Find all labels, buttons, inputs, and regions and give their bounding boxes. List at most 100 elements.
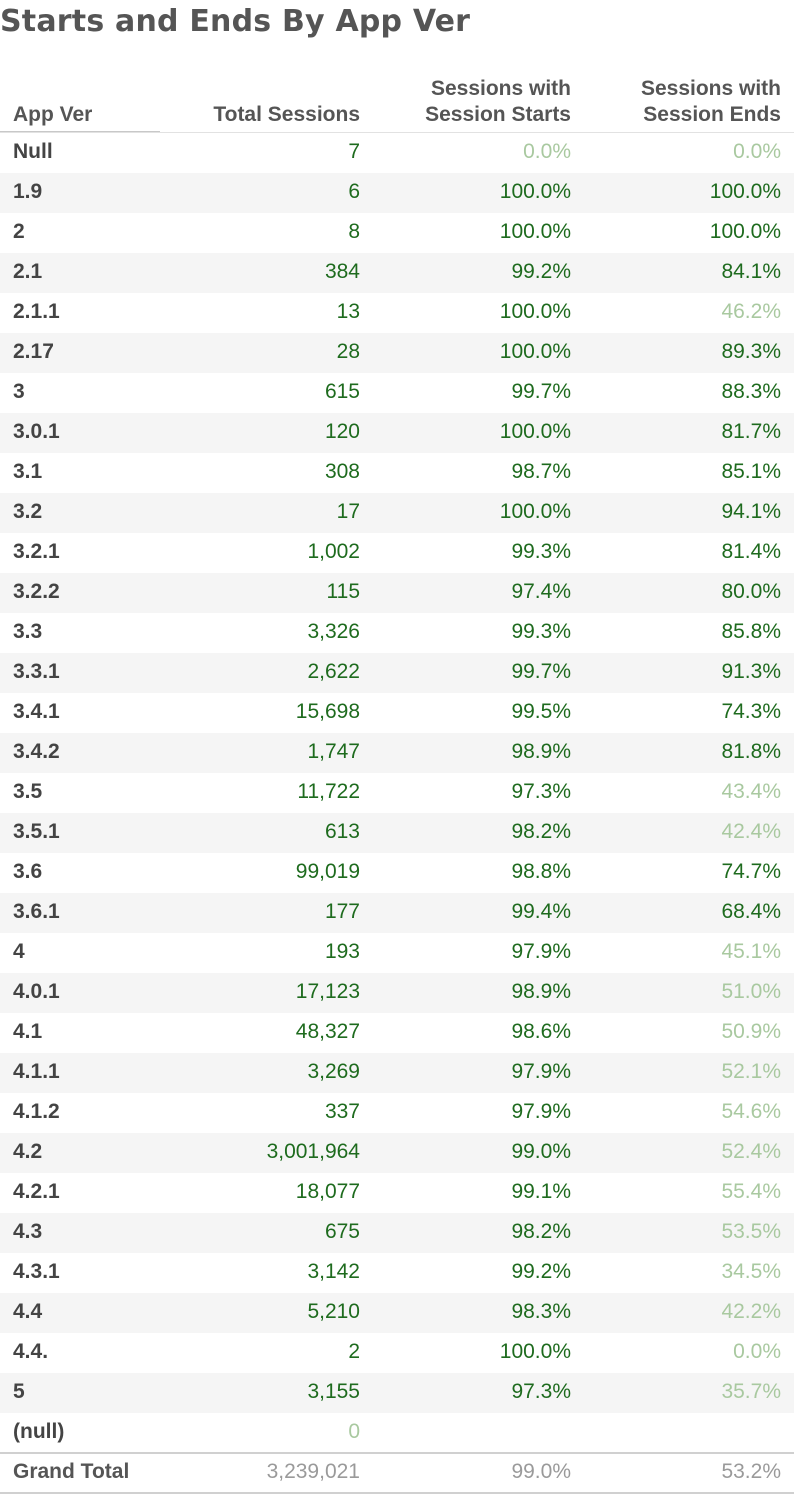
row-total-sessions: 6	[348, 180, 360, 203]
row-session-ends: 0.0%	[733, 1340, 781, 1363]
row-app-ver: 4.1.2	[13, 1100, 60, 1123]
row-total-sessions: 13	[336, 300, 360, 323]
grand-total-starts: 99.0%	[511, 1460, 571, 1483]
column-header-session-ends[interactable]: Sessions with Session Ends	[640, 77, 781, 126]
row-app-ver: 3.2.1	[13, 540, 60, 563]
table-row: 4.2.1 18,077 99.1% 55.4%	[0, 1173, 794, 1213]
row-app-ver: 3.3	[13, 620, 43, 643]
row-app-ver: 2.1.1	[13, 300, 60, 323]
row-session-starts: 99.2%	[511, 260, 571, 283]
row-total-sessions: 18,077	[295, 1180, 360, 1203]
row-total-sessions: 193	[324, 940, 360, 963]
table-row: Null 7 0.0% 0.0%	[0, 133, 794, 173]
table-row: 3.2 17 100.0% 94.1%	[0, 493, 794, 533]
row-session-ends: 81.4%	[721, 540, 781, 563]
row-session-starts: 98.3%	[511, 1300, 571, 1323]
row-app-ver: 1.9	[13, 180, 43, 203]
row-app-ver: 4	[13, 940, 25, 963]
row-session-starts: 99.5%	[511, 700, 571, 723]
grand-total-ends: 53.2%	[721, 1460, 781, 1483]
row-app-ver: 3.0.1	[13, 420, 60, 443]
row-app-ver: 4.3.1	[13, 1260, 60, 1283]
row-total-sessions: 8	[348, 220, 360, 243]
row-session-ends: 45.1%	[721, 940, 781, 963]
column-header-app-ver[interactable]: App Ver	[13, 103, 93, 126]
row-app-ver: 3.4.2	[13, 740, 60, 763]
row-session-starts: 0.0%	[523, 140, 571, 163]
row-session-starts: 97.9%	[511, 1100, 571, 1123]
row-total-sessions: 3,326	[307, 620, 360, 643]
row-session-starts: 100.0%	[499, 340, 571, 363]
row-session-ends: 74.3%	[721, 700, 781, 723]
row-session-starts: 99.4%	[511, 900, 571, 923]
table-body: Null 7 0.0% 0.0% 1.9 6 100.0% 100.0% 2 8 100.0% 100…	[0, 133, 794, 1453]
row-session-ends: 85.1%	[721, 460, 781, 483]
row-app-ver: 3.3.1	[13, 660, 60, 683]
table-row: 4.2 3,001,964 99.0% 52.4%	[0, 1133, 794, 1173]
table-row: 4 193 97.9% 45.1%	[0, 933, 794, 973]
row-total-sessions: 115	[326, 580, 360, 603]
row-total-sessions: 615	[324, 380, 360, 403]
row-session-ends: 55.4%	[721, 1180, 781, 1203]
row-session-starts: 99.2%	[511, 1260, 571, 1283]
row-session-starts: 97.3%	[511, 780, 571, 803]
row-session-ends: 91.3%	[721, 660, 781, 683]
row-session-ends: 100.0%	[709, 220, 781, 243]
row-session-ends: 54.6%	[721, 1100, 781, 1123]
row-total-sessions: 613	[324, 820, 360, 843]
row-app-ver: 4.0.1	[13, 980, 60, 1003]
row-session-starts: 98.9%	[511, 980, 571, 1003]
row-session-ends: 52.1%	[721, 1060, 781, 1083]
row-app-ver: 4.1	[13, 1020, 43, 1043]
table-row: 4.0.1 17,123 98.9% 51.0%	[0, 973, 794, 1013]
row-session-starts: 100.0%	[499, 500, 571, 523]
row-app-ver: 5	[13, 1380, 25, 1403]
row-session-starts: 99.7%	[511, 380, 571, 403]
table-row: 3.6.1 177 99.4% 68.4%	[0, 893, 794, 933]
row-total-sessions: 99,019	[295, 860, 360, 883]
row-total-sessions: 15,698	[295, 700, 360, 723]
row-session-ends: 81.8%	[721, 740, 781, 763]
table-row: (null) 0	[0, 1413, 794, 1453]
row-session-starts: 98.6%	[511, 1020, 571, 1043]
row-session-starts: 100.0%	[499, 220, 571, 243]
table-row: 5 3,155 97.3% 35.7%	[0, 1373, 794, 1413]
row-total-sessions: 308	[324, 460, 360, 483]
row-total-sessions: 17	[336, 500, 360, 523]
row-session-starts: 100.0%	[499, 1340, 571, 1363]
row-session-starts: 98.7%	[511, 460, 571, 483]
row-app-ver: 3.2.2	[13, 580, 60, 603]
row-app-ver: Null	[13, 140, 53, 163]
row-total-sessions: 48,327	[295, 1020, 360, 1043]
table-row: 4.3.1 3,142 99.2% 34.5%	[0, 1253, 794, 1293]
row-session-starts: 100.0%	[499, 420, 571, 443]
row-total-sessions: 3,142	[307, 1260, 360, 1283]
table-row: 3.0.1 120 100.0% 81.7%	[0, 413, 794, 453]
row-session-starts: 98.2%	[511, 820, 571, 843]
row-session-ends: 74.7%	[721, 860, 781, 883]
row-session-ends: 52.4%	[721, 1140, 781, 1163]
row-app-ver: 3.4.1	[13, 700, 60, 723]
grand-total-sessions: 3,239,021	[266, 1460, 360, 1483]
row-app-ver: 3.5	[13, 780, 43, 803]
column-header-total-sessions[interactable]: Total Sessions	[213, 103, 360, 126]
row-session-starts: 99.3%	[511, 620, 571, 643]
table-row: 4.1.1 3,269 97.9% 52.1%	[0, 1053, 794, 1093]
row-total-sessions: 120	[324, 420, 360, 443]
row-session-ends: 89.3%	[721, 340, 781, 363]
row-session-starts: 98.9%	[511, 740, 571, 763]
row-session-ends: 42.2%	[721, 1300, 781, 1323]
row-session-ends: 94.1%	[721, 500, 781, 523]
row-session-ends: 80.0%	[721, 580, 781, 603]
row-session-ends: 46.2%	[721, 300, 781, 323]
row-total-sessions: 384	[324, 260, 360, 283]
row-app-ver: 4.4.	[13, 1340, 49, 1363]
row-app-ver: 3.6	[13, 860, 43, 883]
column-header-session-starts[interactable]: Sessions with Session Starts	[425, 77, 571, 126]
table-row: 2.1 384 99.2% 84.1%	[0, 253, 794, 293]
table-row: 4.1.2 337 97.9% 54.6%	[0, 1093, 794, 1133]
row-total-sessions: 0	[348, 1420, 360, 1443]
row-session-starts: 97.4%	[511, 580, 571, 603]
row-app-ver: 3.1	[13, 460, 43, 483]
row-session-ends: 50.9%	[721, 1020, 781, 1043]
